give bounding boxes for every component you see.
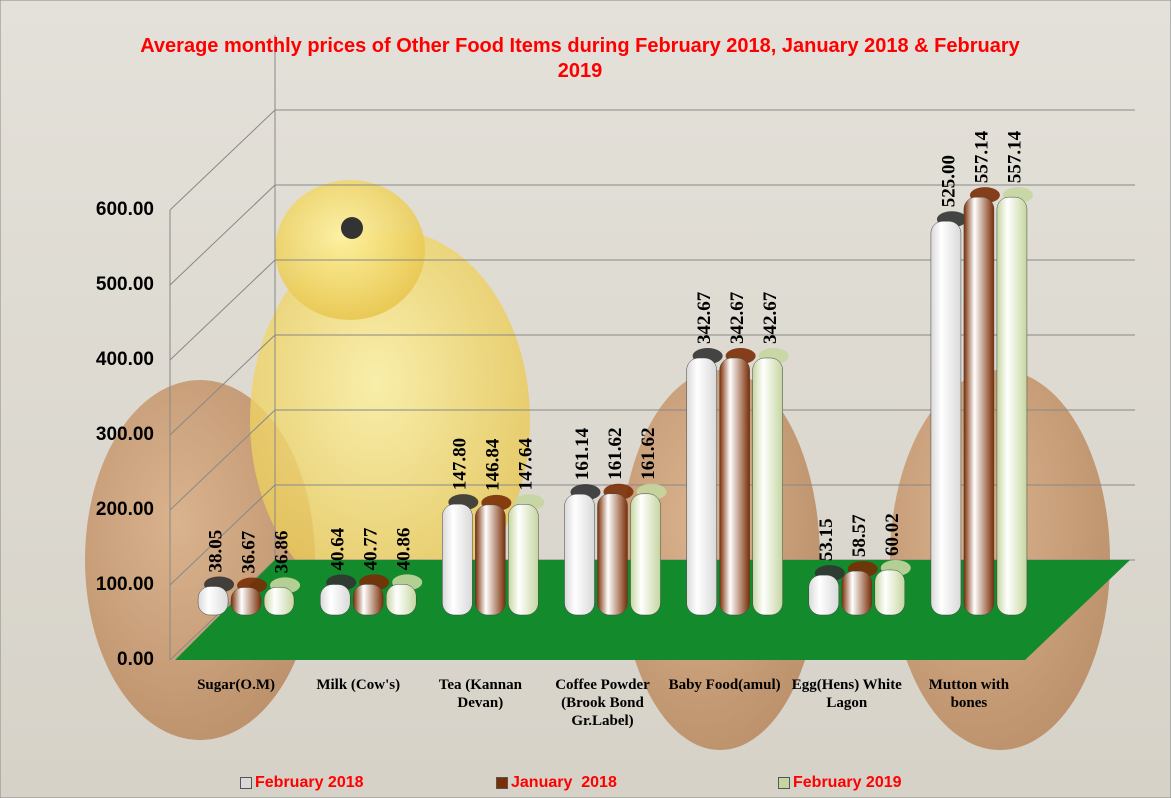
- x-tick-label: Milk (Cow's): [298, 676, 418, 694]
- bar: [687, 358, 717, 615]
- chick-eye: [341, 217, 363, 239]
- x-tick-label: Sugar(O.M): [176, 676, 296, 694]
- value-label: 147.64: [516, 438, 537, 491]
- y-tick-label: 600.00: [96, 199, 154, 220]
- legend-label: January 2018: [511, 774, 617, 792]
- legend-swatch: [778, 777, 790, 789]
- legend-label: February 2019: [793, 774, 902, 792]
- value-label: 557.14: [1004, 130, 1025, 183]
- value-label: 40.86: [394, 528, 415, 571]
- bar: [997, 197, 1027, 615]
- chick-decoration: [275, 180, 425, 320]
- bar: [720, 358, 750, 615]
- x-tick-label: Tea (Kannan Devan): [420, 676, 540, 712]
- value-label: 557.14: [971, 130, 992, 183]
- value-label: 38.05: [205, 530, 226, 573]
- x-tick-label: Baby Food(amul): [665, 676, 785, 694]
- bar: [753, 358, 783, 615]
- x-tick-label: Mutton with bones: [909, 676, 1029, 712]
- bar: [964, 197, 994, 615]
- legend-swatch: [496, 777, 508, 789]
- value-label: 53.15: [816, 518, 837, 561]
- bar: [386, 584, 416, 615]
- bar: [198, 586, 228, 615]
- legend-item: February 2018: [240, 774, 364, 792]
- value-label: 147.80: [450, 438, 471, 490]
- chart-title: Average monthly prices of Other Food Ite…: [130, 34, 1030, 84]
- bar: [598, 494, 628, 615]
- value-label: 161.62: [638, 428, 659, 480]
- legend-item: January 2018: [496, 774, 617, 792]
- bar: [931, 221, 961, 615]
- bar: [231, 587, 261, 615]
- value-label: 161.62: [605, 428, 626, 480]
- bar: [353, 584, 383, 615]
- value-label: 342.67: [694, 291, 715, 344]
- value-label: 58.57: [849, 514, 870, 557]
- bar: [842, 571, 872, 615]
- x-tick-label: Egg(Hens) White Lagon: [787, 676, 907, 712]
- bar: [508, 504, 538, 615]
- value-label: 36.67: [238, 530, 259, 573]
- y-tick-label: 400.00: [96, 349, 154, 370]
- value-label: 342.67: [760, 291, 781, 344]
- x-tick-label: Coffee Powder (Brook Bond Gr.Label): [543, 676, 663, 730]
- legend-label: February 2018: [255, 774, 364, 792]
- chart: 0.00 100.00 200.00 300.00 400.00 500.00 600.00…: [0, 0, 1171, 798]
- y-tick-label: 300.00: [96, 424, 154, 445]
- bar: [475, 505, 505, 615]
- bar: [320, 585, 350, 615]
- bar: [565, 494, 595, 615]
- value-label: 161.14: [572, 427, 593, 480]
- y-tick-label: 200.00: [96, 499, 154, 520]
- bar: [809, 575, 839, 615]
- bar: [875, 570, 905, 615]
- value-label: 525.00: [938, 155, 959, 207]
- value-label: 40.77: [361, 527, 382, 570]
- y-tick-label: 0.00: [117, 649, 154, 670]
- bar: [442, 504, 472, 615]
- y-tick-label: 100.00: [96, 574, 154, 595]
- legend-swatch: [240, 777, 252, 789]
- y-tick-label: 500.00: [96, 274, 154, 295]
- value-label: 60.02: [882, 513, 903, 556]
- bar: [631, 494, 661, 615]
- bar: [264, 587, 294, 615]
- legend-item: February 2019: [778, 774, 902, 792]
- value-label: 36.86: [271, 531, 292, 574]
- value-label: 40.64: [328, 527, 349, 570]
- value-label: 342.67: [727, 291, 748, 344]
- value-label: 146.84: [483, 438, 504, 491]
